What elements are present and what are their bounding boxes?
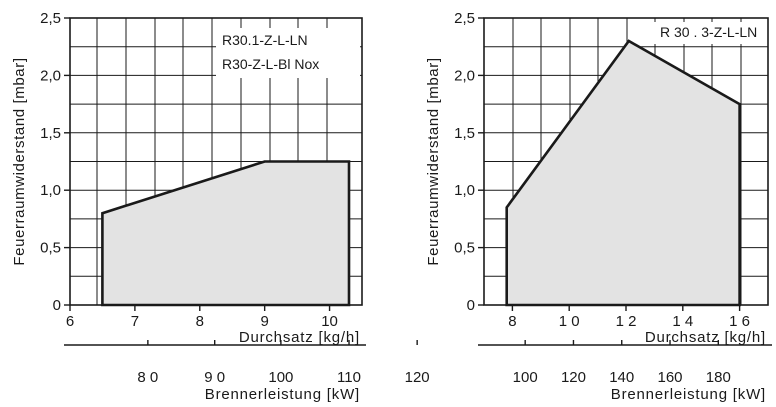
y-tick-label: 2,0 bbox=[454, 67, 475, 84]
x2-tick-label: 160 bbox=[658, 369, 683, 386]
y-tick-label: 1,0 bbox=[40, 182, 61, 199]
x2-tick-label: 100 bbox=[513, 369, 538, 386]
legend-label: R30-Z-L-Bl Nox bbox=[222, 56, 319, 72]
operating-range-area bbox=[505, 39, 741, 307]
y-axis-label: Feuerraumwiderstand [mbar] bbox=[425, 57, 442, 265]
x-tick-label: 7 bbox=[131, 313, 139, 330]
x2-tick-label: 110 bbox=[337, 369, 361, 386]
x-tick-labels: 6 7 8 9 10 bbox=[66, 305, 338, 330]
y-tick-label: 2,5 bbox=[40, 10, 61, 27]
legend-label: R 30 . 3-Z-L-LN bbox=[660, 24, 757, 40]
operating-range-area bbox=[101, 160, 351, 307]
y-tick-labels: 0 0,5 1,0 1,5 2,0 2,5 bbox=[40, 10, 70, 314]
x-tick-label: 9 bbox=[260, 313, 268, 330]
x-tick-label: 10 bbox=[321, 313, 338, 330]
legend-box bbox=[216, 28, 360, 78]
x-tick-label: 1 2 bbox=[616, 313, 637, 330]
x-tick-label: 1 0 bbox=[559, 313, 580, 330]
y-tick-label: 0 bbox=[467, 297, 475, 314]
x-tick-label: 6 bbox=[66, 313, 74, 330]
secondary-x-axis-label: Brennerleistung [kW] bbox=[205, 386, 360, 403]
x-axis-label: Durchsatz [kg/h] bbox=[239, 329, 360, 346]
secondary-x-ticks: 100 120 140 160 180 bbox=[513, 340, 731, 386]
y-tick-label: 0 bbox=[53, 297, 61, 314]
secondary-x-ticks: 8 0 9 0 100 110 120 bbox=[137, 340, 430, 386]
x-tick-label: 1 4 bbox=[672, 313, 693, 330]
plot-frame bbox=[69, 17, 363, 306]
y-tick-label: 0,5 bbox=[454, 240, 475, 257]
right-chart: 0 0,5 1,0 1,5 2,0 2,5 8 1 0 1 2 1 4 1 6 100 120 140… bbox=[425, 10, 772, 403]
y-tick-label: 1,5 bbox=[454, 125, 475, 142]
y-tick-label: 1,5 bbox=[40, 125, 61, 142]
x-tick-label: 8 bbox=[196, 313, 204, 330]
x2-tick-label: 180 bbox=[706, 369, 731, 386]
y-tick-labels: 0 0,5 1,0 1,5 2,0 2,5 bbox=[454, 10, 484, 314]
y-tick-label: 1,0 bbox=[454, 182, 475, 199]
secondary-x-axis-label: Brennerleistung [kW] bbox=[611, 386, 766, 403]
legend-box bbox=[654, 22, 766, 44]
x2-tick-label: 120 bbox=[405, 369, 430, 386]
x-tick-label: 8 bbox=[508, 313, 516, 330]
legend-label: R30.1-Z-L-LN bbox=[222, 32, 308, 48]
x2-tick-label: 8 0 bbox=[137, 369, 158, 386]
y-tick-label: 2,5 bbox=[454, 10, 475, 27]
x2-tick-label: 140 bbox=[609, 369, 634, 386]
x2-tick-label: 9 0 bbox=[204, 369, 225, 386]
y-axis-label: Feuerraumwiderstand [mbar] bbox=[11, 57, 28, 265]
x-axis-label: Durchsatz [kg/h] bbox=[645, 329, 766, 346]
y-tick-label: 2,0 bbox=[40, 67, 61, 84]
y-tick-label: 0,5 bbox=[40, 240, 61, 257]
x2-tick-label: 120 bbox=[561, 369, 586, 386]
x2-tick-label: 100 bbox=[268, 369, 293, 386]
x-tick-labels: 8 1 0 1 2 1 4 1 6 bbox=[508, 305, 750, 330]
x-tick-label: 1 6 bbox=[729, 313, 750, 330]
